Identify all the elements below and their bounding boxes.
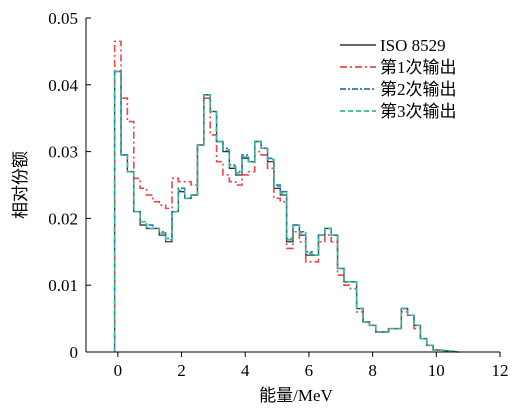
x-tick-label: 10 (428, 361, 445, 380)
x-ticks: 0 2 4 6 8 10 12 (114, 352, 509, 380)
x-axis-label: 能量/MeV (259, 386, 333, 405)
plot-lines (113, 40, 459, 353)
x-tick-label: 8 (368, 361, 377, 380)
y-tick-label: 0.05 (48, 9, 78, 28)
y-axis-label: 相对份额 (11, 151, 30, 219)
y-tick-label: 0.02 (48, 209, 78, 228)
x-tick-label: 2 (177, 361, 186, 380)
y-ticks: 0 0.01 0.02 0.03 0.04 0.05 (48, 9, 91, 362)
legend-label-4: 第3次输出 (380, 102, 457, 121)
x-tick-label: 12 (492, 361, 509, 380)
x-tick-label: 4 (241, 361, 250, 380)
x-tick-label: 6 (305, 361, 314, 380)
y-tick-label: 0.01 (48, 276, 78, 295)
y-tick-label: 0.03 (48, 143, 78, 162)
series-line-2 (113, 40, 459, 353)
legend-label-2: 第1次输出 (380, 58, 457, 77)
legend-label-1: ISO 8529 (380, 36, 446, 55)
series-line-4 (113, 70, 459, 353)
y-tick-label: 0 (70, 343, 79, 362)
y-tick-label: 0.04 (48, 76, 78, 95)
legend-label-3: 第2次输出 (380, 80, 457, 99)
x-tick-label: 0 (114, 361, 123, 380)
